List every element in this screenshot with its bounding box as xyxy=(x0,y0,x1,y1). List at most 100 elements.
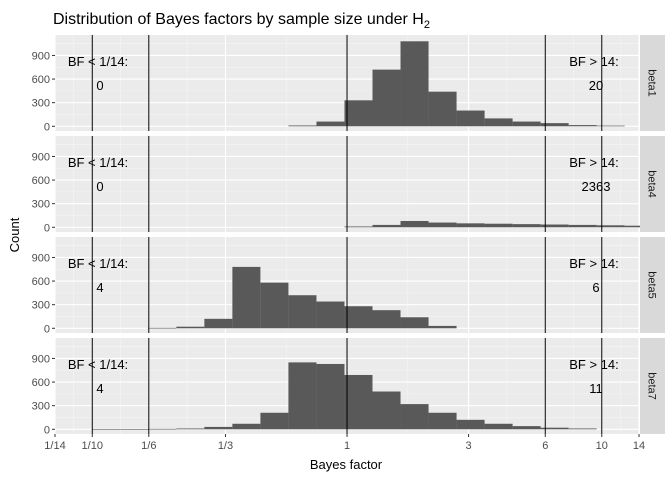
annotation-above-label: BF > 14: xyxy=(569,256,619,271)
histogram-bar xyxy=(288,362,317,430)
x-tick-label: 14 xyxy=(633,440,645,452)
facet-strip-label: beta5 xyxy=(646,271,658,299)
histogram-bar xyxy=(400,41,429,127)
facet-strip-label: beta4 xyxy=(646,170,658,198)
y-tick-label: 600 xyxy=(32,276,50,288)
histogram-bar xyxy=(120,429,149,430)
histogram-bar xyxy=(316,121,345,127)
facet-strip xyxy=(640,237,665,333)
x-tick-label: 1/14 xyxy=(44,440,65,452)
histogram-bar xyxy=(428,91,457,127)
histogram-bar xyxy=(624,225,653,228)
histogram-bar xyxy=(596,225,625,228)
panel-beta7: 0 300 600 900 BF < 1/14: 4 BF > 14: 11 beta7 xyxy=(32,338,665,436)
panel-beta4: 0 300 600 900 BF < 1/14: 0 BF > 14: 2363 beta4 xyxy=(32,136,665,234)
annotation-above-count: 2363 xyxy=(582,179,611,194)
histogram-bar xyxy=(400,220,429,228)
annotation-below-label: BF < 1/14: xyxy=(68,155,128,170)
histogram-bar xyxy=(232,266,261,329)
y-tick-label: 600 xyxy=(32,74,50,86)
histogram-bar xyxy=(568,428,597,430)
facet-strip-label: beta7 xyxy=(646,372,658,400)
histogram-bar xyxy=(456,110,485,127)
histogram-bar xyxy=(428,412,457,430)
histogram-bar xyxy=(316,363,345,430)
histogram-bar xyxy=(372,310,401,329)
histogram-bar xyxy=(484,118,513,127)
annotation-above-label: BF > 14: xyxy=(569,155,619,170)
facet-strip xyxy=(640,338,665,434)
panel-beta1: 0 300 600 900 BF < 1/14: 0 BF > 14: 20 beta1 xyxy=(32,35,665,133)
y-tick-label: 300 xyxy=(32,300,50,312)
histogram-bar xyxy=(540,224,569,228)
annotation-below-count: 0 xyxy=(96,78,103,93)
histogram-bar xyxy=(288,295,317,329)
y-tick-label: 0 xyxy=(44,222,50,234)
histogram-bar xyxy=(344,100,373,127)
histogram-bar xyxy=(596,125,625,127)
x-axis-label: Bayes factor xyxy=(310,457,383,472)
histogram-bar xyxy=(92,429,121,430)
histogram-bar xyxy=(344,374,373,430)
histogram-bar xyxy=(512,426,541,430)
annotation-below-count: 4 xyxy=(96,381,103,396)
y-tick-label: 900 xyxy=(32,353,50,365)
y-tick-label: 900 xyxy=(32,151,50,163)
histogram-bar xyxy=(260,282,289,329)
histogram-bar xyxy=(400,317,429,329)
annotation-above-count: 20 xyxy=(589,78,603,93)
histogram-bar xyxy=(568,125,597,127)
histogram-bar xyxy=(400,404,429,430)
facet-strip xyxy=(640,35,665,131)
histogram-bar xyxy=(540,123,569,127)
histogram-bar xyxy=(484,223,513,228)
histogram-bar xyxy=(512,224,541,228)
annotation-above-count: 6 xyxy=(592,280,599,295)
chart-title-subscript: 2 xyxy=(424,19,430,31)
histogram-bar xyxy=(344,306,373,329)
histogram-bar xyxy=(428,222,457,228)
histogram-bar xyxy=(204,426,233,430)
y-tick-label: 300 xyxy=(32,401,50,413)
histogram-bar xyxy=(148,327,177,329)
histogram-bar xyxy=(316,301,345,329)
y-tick-label: 900 xyxy=(32,252,50,264)
x-tick-label: 10 xyxy=(596,440,608,452)
annotation-below-label: BF < 1/14: xyxy=(68,357,128,372)
histogram-bar xyxy=(456,223,485,228)
annotation-above-label: BF > 14: xyxy=(569,54,619,69)
annotation-below-label: BF < 1/14: xyxy=(68,54,128,69)
histogram-bar xyxy=(148,428,177,430)
y-tick-label: 600 xyxy=(32,377,50,389)
x-tick-label: 1/3 xyxy=(218,440,233,452)
histogram-bar xyxy=(428,325,457,329)
histogram-bar xyxy=(176,326,205,329)
histogram-bar xyxy=(484,423,513,430)
annotation-above-label: BF > 14: xyxy=(569,357,619,372)
histogram-bar xyxy=(456,419,485,430)
annotation-above-count: 11 xyxy=(589,381,603,396)
histogram-bar xyxy=(344,226,373,228)
facet-strip-label: beta1 xyxy=(646,69,658,97)
x-tick-label: 3 xyxy=(466,440,472,452)
histogram-bar xyxy=(372,69,401,127)
facet-panels: 0 300 600 900 BF < 1/14: 0 BF > 14: 20 beta1 0 300… xyxy=(32,35,665,436)
x-tick-label: 1/6 xyxy=(141,440,156,452)
histogram-bar xyxy=(232,423,261,430)
panel-beta5: 0 300 600 900 BF < 1/14: 4 BF > 14: 6 beta5 xyxy=(32,237,665,335)
y-tick-label: 600 xyxy=(32,175,50,187)
histogram-bar xyxy=(512,121,541,127)
x-tick-label: 1 xyxy=(344,440,350,452)
annotation-below-label: BF < 1/14: xyxy=(68,256,128,271)
histogram-bar xyxy=(372,224,401,228)
histogram-bar xyxy=(176,428,205,430)
facet-strip xyxy=(640,136,665,232)
histogram-bar xyxy=(568,224,597,228)
x-axis: 1/14 1/10 1/6 1/3 1 3 6 10 14 xyxy=(44,434,645,452)
annotation-below-count: 4 xyxy=(96,280,103,295)
y-tick-label: 900 xyxy=(32,50,50,62)
y-tick-label: 0 xyxy=(44,424,50,436)
histogram-bar xyxy=(260,412,289,430)
histogram-bar xyxy=(540,427,569,430)
